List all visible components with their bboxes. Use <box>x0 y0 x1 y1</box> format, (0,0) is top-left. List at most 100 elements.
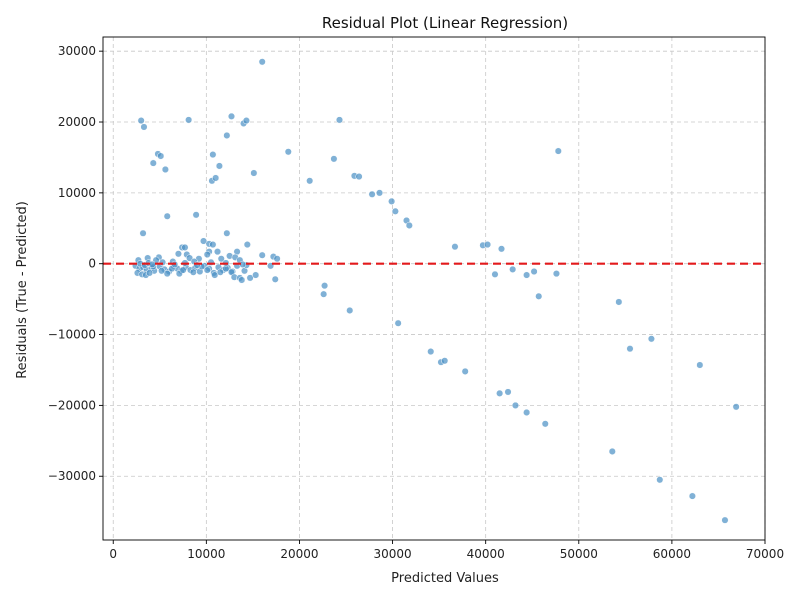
data-point <box>163 270 171 278</box>
data-point <box>394 319 402 327</box>
x-tick-label-2: 20000 <box>280 547 318 561</box>
data-point <box>656 476 664 484</box>
data-point <box>511 401 520 409</box>
y-tick-label-0: −30000 <box>48 469 96 483</box>
data-point <box>552 270 560 278</box>
data-point <box>223 131 231 140</box>
data-point <box>211 271 219 279</box>
data-point <box>246 274 254 282</box>
data-point <box>335 116 344 124</box>
x-tick-label-3: 30000 <box>373 547 411 561</box>
data-point <box>441 357 449 365</box>
data-point <box>306 177 314 185</box>
data-point <box>238 276 246 284</box>
data-point <box>491 270 499 278</box>
data-point <box>161 165 169 174</box>
data-point <box>483 241 492 249</box>
data-point <box>451 243 459 251</box>
x-tick-label-5: 50000 <box>560 547 598 561</box>
data-point <box>696 361 704 369</box>
x-tick-label-1: 10000 <box>187 547 225 561</box>
data-point <box>523 271 531 279</box>
data-point <box>368 190 376 198</box>
data-point <box>140 123 148 131</box>
data-point <box>509 265 517 273</box>
y-tick-label-3: 0 <box>88 257 96 271</box>
data-point <box>200 237 208 245</box>
data-point <box>203 266 211 274</box>
x-tick-label-4: 40000 <box>467 547 505 561</box>
data-point <box>284 148 292 156</box>
data-point <box>203 250 211 259</box>
data-point <box>608 447 616 455</box>
data-point <box>179 266 187 274</box>
data-point <box>139 229 147 237</box>
data-point <box>209 151 217 159</box>
data-point <box>321 282 329 290</box>
x-tick-label-6: 60000 <box>653 547 691 561</box>
data-point <box>530 267 538 276</box>
data-point <box>375 189 384 197</box>
data-point <box>149 159 157 167</box>
data-point <box>158 267 166 275</box>
data-point <box>181 243 189 251</box>
data-point <box>217 255 225 263</box>
data-point <box>137 117 145 125</box>
data-point <box>496 389 504 397</box>
data-point <box>320 290 328 298</box>
y-axis-label: Residuals (True - Predicted) <box>15 201 30 379</box>
data-point <box>213 248 222 256</box>
data-point <box>554 147 562 155</box>
plot-frame <box>102 36 766 541</box>
data-point <box>647 335 655 343</box>
data-point <box>523 408 531 417</box>
x-tick-label-0: 0 <box>109 547 117 561</box>
data-point <box>148 260 156 268</box>
y-tick-label-1: −20000 <box>48 398 96 412</box>
data-point <box>186 254 194 262</box>
data-point <box>216 268 224 276</box>
data-point <box>427 348 435 356</box>
data-point <box>626 345 634 353</box>
y-tick-label-5: 20000 <box>58 115 96 129</box>
chart-title: Residual Plot (Linear Regression) <box>322 14 568 32</box>
data-point <box>185 116 193 124</box>
data-point <box>243 241 251 249</box>
y-tick-label-6: 30000 <box>58 44 96 58</box>
data-point <box>346 306 354 315</box>
data-point <box>163 212 171 220</box>
data-point <box>732 403 740 411</box>
y-tick-label-2: −10000 <box>48 328 96 342</box>
data-point <box>271 275 279 283</box>
data-point <box>215 162 223 170</box>
data-point <box>355 173 363 181</box>
grid <box>103 37 766 540</box>
data-point <box>212 174 220 182</box>
data-point <box>273 255 281 263</box>
data-point <box>157 152 165 160</box>
data-point <box>258 251 266 259</box>
x-axis-ticks: 0 10000 20000 30000 40000 50000 60000 70000 <box>109 540 784 561</box>
x-axis-label: Predicted Values <box>391 571 499 586</box>
data-point <box>504 388 512 396</box>
data-point <box>242 117 250 125</box>
data-point <box>461 367 469 375</box>
data-point <box>250 169 258 177</box>
data-point <box>209 241 217 249</box>
data-point <box>388 197 396 205</box>
data-point <box>192 211 200 219</box>
y-tick-label-4: 10000 <box>58 186 96 200</box>
data-point <box>258 58 266 66</box>
data-point <box>174 250 182 258</box>
data-point <box>497 245 506 253</box>
data-point <box>541 420 549 428</box>
data-point <box>227 112 236 120</box>
scatter-points <box>132 58 740 524</box>
data-point <box>223 229 231 237</box>
data-point <box>146 269 154 277</box>
data-point <box>721 516 729 524</box>
y-axis-ticks: −30000 −20000 −10000 0 10000 20000 30000 <box>48 44 103 483</box>
data-point <box>391 207 399 215</box>
